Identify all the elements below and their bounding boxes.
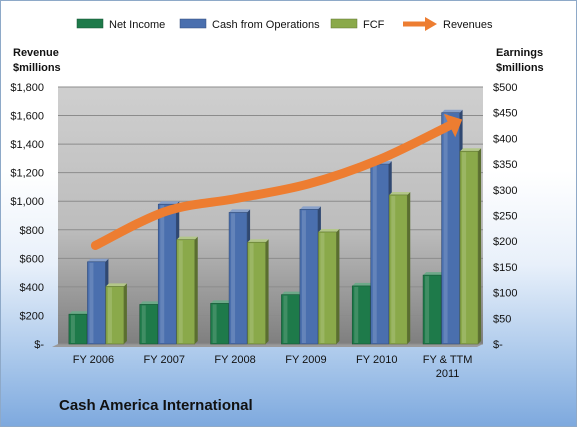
left-tick-label: $1,600 [10, 111, 44, 123]
left-tick-label: $1,400 [10, 139, 44, 151]
bar-net-income [139, 301, 161, 345]
right-tick-label: $450 [493, 108, 517, 120]
bar-fcf [388, 191, 411, 345]
bar-net-income [422, 272, 445, 345]
x-tick-label: FY 2009 [285, 354, 326, 366]
legend-swatch [76, 18, 104, 29]
revenues-arrowhead [443, 113, 463, 138]
right-tick-label: $- [493, 339, 503, 351]
left-tick-label: $1,800 [10, 82, 44, 94]
legend-swatch [179, 18, 207, 29]
bar-net-income [351, 282, 374, 345]
bar-cash-from-operations [441, 109, 463, 345]
legend-item-fcf: FCF [330, 18, 385, 31]
legend: Net Income Cash from Operations FCF Revenue… [76, 17, 493, 31]
legend-label: Cash from Operations [212, 19, 320, 31]
bar-cash-from-operations [87, 258, 109, 345]
x-tick-label: FY 2008 [214, 354, 255, 366]
right-axis: $- $50 $100 $150 $200 $250 $300 $350 $400 $450 $50… [493, 82, 517, 351]
bar-fcf [459, 148, 482, 345]
right-tick-label: $150 [493, 262, 517, 274]
legend-swatch [330, 18, 358, 29]
legend-item-revenues: Revenues [403, 17, 493, 31]
bar-fcf [176, 236, 198, 345]
x-axis: FY 2006 FY 2007 FY 2008 FY 2009 FY 2010 FY & … [73, 354, 473, 380]
right-tick-label: $100 [493, 288, 517, 300]
right-tick-label: $50 [493, 313, 511, 325]
left-axis-title-line2: $millions [13, 62, 61, 74]
right-tick-label: $300 [493, 185, 517, 197]
x-tick-label: FY 2007 [144, 354, 185, 366]
right-tick-label: $250 [493, 211, 517, 223]
right-tick-label: $200 [493, 236, 517, 248]
revenues-line [90, 113, 463, 250]
x-tick-label: FY & TTM 2011 [423, 354, 473, 380]
legend-item-net-income: Net Income [76, 18, 165, 31]
x-tick-label: FY 2010 [356, 354, 397, 366]
right-tick-label: $500 [493, 82, 517, 94]
bar-cash-from-operations [228, 209, 251, 345]
legend-label: Revenues [443, 19, 493, 31]
bar-fcf [105, 283, 127, 345]
left-tick-label: $200 [20, 310, 44, 322]
left-tick-label: $1,000 [10, 196, 44, 208]
bar-fcf [318, 228, 340, 345]
left-tick-label: $400 [20, 282, 44, 294]
right-axis-title-line1: Earnings [496, 47, 543, 59]
bar-net-income [68, 311, 90, 345]
right-tick-label: $400 [493, 133, 517, 145]
legend-label: FCF [363, 19, 385, 31]
legend-item-cash-from-operations: Cash from Operations [179, 18, 320, 31]
left-axis-title-line1: Revenue [13, 47, 59, 59]
left-tick-label: $800 [20, 225, 44, 237]
x-tick-label: FY 2006 [73, 354, 114, 366]
legend-label: Net Income [109, 19, 165, 31]
left-tick-label: $- [34, 339, 44, 351]
chart-title: Cash America International [59, 397, 253, 414]
right-tick-label: $350 [493, 159, 517, 171]
bar-cash-from-operations [299, 206, 321, 345]
bar-fcf [247, 239, 269, 345]
plot-area [52, 86, 483, 347]
left-tick-label: $600 [20, 253, 44, 265]
bar-net-income [210, 300, 232, 345]
bar-net-income [281, 291, 303, 345]
bar-cash-from-operations [370, 161, 392, 345]
left-tick-label: $1,200 [10, 168, 44, 180]
right-axis-title-line2: $millions [496, 62, 544, 74]
left-axis: $- $200 $400 $600 $800 $1,000 $1,200 $1,400 $1,6… [10, 82, 44, 351]
bar-cash-from-operations [157, 201, 180, 345]
